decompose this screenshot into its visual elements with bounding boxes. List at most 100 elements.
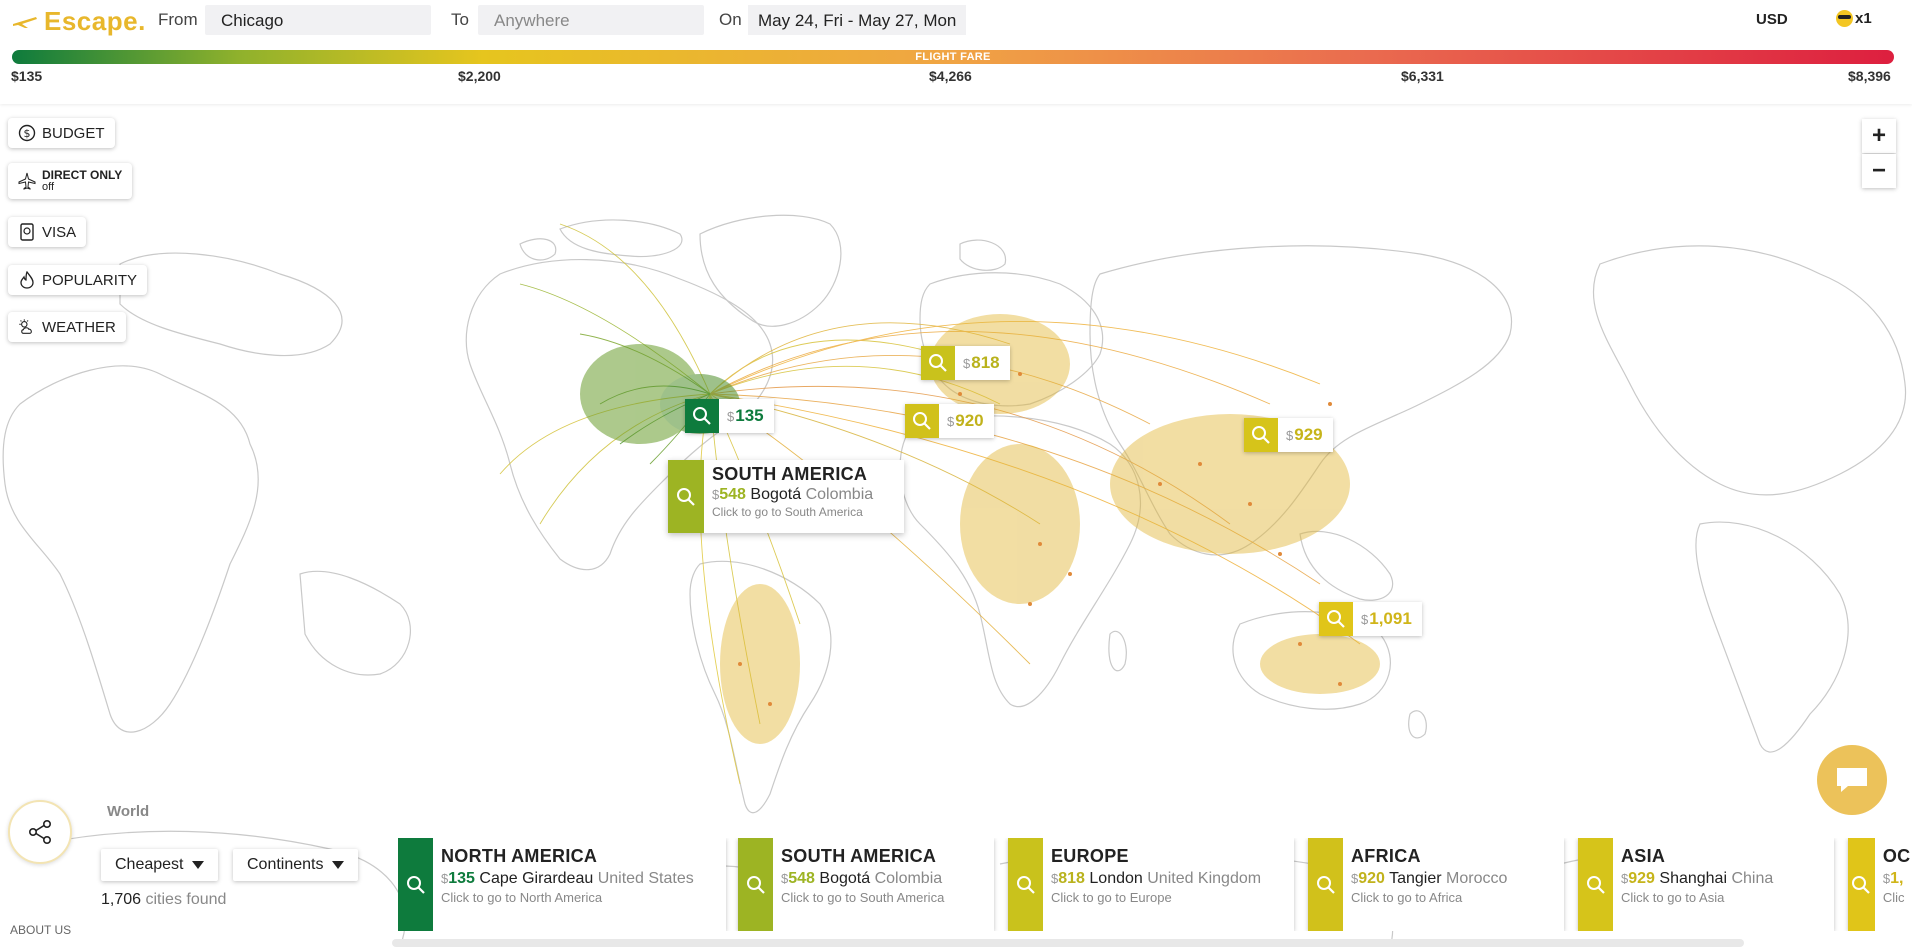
- oceania-price-marker[interactable]: $1,091: [1319, 602, 1422, 636]
- card-hint: Clic: [1882, 890, 1905, 905]
- marker-price: 1,091: [1369, 609, 1412, 628]
- marker-price: 920: [955, 411, 984, 430]
- currency-symbol: $: [727, 408, 735, 424]
- search-icon: [1308, 838, 1343, 931]
- weather-filter-label: WEATHER: [42, 318, 116, 336]
- direct-only-label: DIRECT ONLY: [42, 168, 123, 182]
- fare-scale-title: FLIGHT FARE: [915, 51, 991, 63]
- currency-selector[interactable]: USD: [1756, 11, 1788, 28]
- search-icon: [685, 399, 719, 433]
- search-icon: [921, 346, 955, 380]
- south-america-tooltip[interactable]: SOUTH AMERICA $548 Bogotá Colombia Click…: [668, 460, 904, 533]
- continent-card[interactable]: AFRICA $920 Tangier Morocco Click to go …: [1308, 838, 1564, 931]
- cards-scrollbar[interactable]: [392, 939, 1744, 947]
- marker-price: 135: [735, 406, 764, 425]
- budget-filter-button[interactable]: $ BUDGET: [8, 118, 115, 148]
- card-hint: Click to go to Europe: [1051, 890, 1172, 905]
- fare-tick: $6,331: [1401, 68, 1444, 84]
- date-range-input[interactable]: May 24, Fri - May 27, Mon: [748, 5, 967, 35]
- traveller-face-icon: [1836, 10, 1853, 27]
- card-city: Shanghai: [1659, 870, 1728, 887]
- group-dropdown[interactable]: Continents: [233, 849, 358, 881]
- card-price: 818: [1058, 870, 1085, 887]
- card-price: 920: [1358, 870, 1385, 887]
- to-input[interactable]: Anywhere: [478, 5, 704, 35]
- currency-symbol: $: [947, 413, 955, 429]
- fare-tick: $2,200: [458, 68, 501, 84]
- card-title: EUROPE: [1051, 846, 1129, 866]
- currency-symbol: $: [781, 871, 789, 886]
- tooltip-title: SOUTH AMERICA: [712, 464, 868, 484]
- zoom-out-button[interactable]: −: [1862, 154, 1896, 188]
- chat-bubble-icon: [1837, 768, 1867, 792]
- card-price: 135: [448, 870, 475, 887]
- card-city: Bogotá: [819, 870, 871, 887]
- cities-suffix: cities found: [145, 891, 227, 908]
- plane-icon: [13, 17, 37, 28]
- currency-symbol: $: [1051, 871, 1059, 886]
- weather-filter-button[interactable]: WEATHER: [8, 312, 126, 342]
- card-country: Colombia: [874, 870, 943, 887]
- continent-card[interactable]: SOUTH AMERICA $548 Bogotá Colombia Click…: [738, 838, 994, 931]
- card-hint: Click to go to North America: [441, 890, 603, 905]
- card-title: SOUTH AMERICA: [781, 846, 937, 866]
- search-icon: [1008, 838, 1043, 931]
- africa-price-marker[interactable]: $920: [905, 404, 994, 438]
- budget-filter-label: BUDGET: [42, 124, 105, 142]
- zoom-in-button[interactable]: +: [1862, 119, 1896, 153]
- group-dropdown-value: Continents: [247, 856, 324, 873]
- fare-scale-bar: FLIGHT FARE: [12, 50, 1894, 64]
- direct-only-state: off: [42, 181, 55, 193]
- top-bar: Escape. From Chicago To Anywhere On May …: [0, 0, 1912, 104]
- card-hint: Click to go to Asia: [1621, 890, 1725, 905]
- card-city: London: [1089, 870, 1143, 887]
- asia-price-marker[interactable]: $929: [1244, 418, 1333, 452]
- search-icon: [1848, 838, 1875, 931]
- fare-tick: $4,266: [929, 68, 972, 84]
- traveller-count[interactable]: x1: [1836, 10, 1872, 27]
- continent-card[interactable]: OC $1, Clic: [1848, 838, 1912, 931]
- search-icon: [398, 838, 433, 931]
- north-america-price-marker[interactable]: $135: [685, 399, 774, 433]
- continent-cards: NORTH AMERICA $135 Cape Girardeau United…: [398, 838, 1912, 931]
- search-icon: [1319, 602, 1353, 636]
- marker-price: 818: [971, 353, 1000, 372]
- popularity-filter-label: POPULARITY: [42, 271, 138, 289]
- visa-filter-label: VISA: [42, 223, 77, 241]
- to-label: To: [451, 10, 469, 29]
- airport-dots: [738, 352, 1342, 706]
- cities-count: 1,706: [101, 891, 142, 908]
- world-map[interactable]: [0, 104, 1912, 947]
- visa-filter-button[interactable]: VISA: [8, 217, 87, 247]
- card-country: United States: [597, 870, 694, 887]
- card-price: 548: [788, 870, 815, 887]
- on-label: On: [719, 10, 742, 29]
- plane-outline-icon: [18, 172, 36, 190]
- card-city: Tangier: [1389, 870, 1442, 887]
- currency-symbol: $: [1286, 427, 1294, 443]
- search-icon: [1578, 838, 1613, 931]
- about-us-link[interactable]: ABOUT US: [10, 923, 72, 937]
- card-title: ASIA: [1621, 846, 1666, 866]
- from-label: From: [158, 10, 198, 29]
- chat-button[interactable]: [1817, 745, 1887, 815]
- sort-dropdown[interactable]: Cheapest: [101, 849, 218, 881]
- card-title: OC: [1882, 846, 1911, 866]
- currency-symbol: $: [963, 355, 971, 371]
- currency-symbol: $: [1351, 871, 1359, 886]
- map-canvas: [2, 214, 1907, 947]
- search-icon: [1244, 418, 1278, 452]
- continent-card[interactable]: ASIA $929 Shanghai China Click to go to …: [1578, 838, 1834, 931]
- tooltip-hint: Click to go to South America: [712, 505, 863, 519]
- from-input[interactable]: Chicago: [205, 5, 431, 35]
- popularity-filter-button[interactable]: POPULARITY: [8, 265, 148, 295]
- continent-card[interactable]: NORTH AMERICA $135 Cape Girardeau United…: [398, 838, 726, 931]
- continent-card[interactable]: EUROPE $818 London United Kingdom Click …: [1008, 838, 1294, 931]
- europe-price-marker[interactable]: $818: [921, 346, 1010, 380]
- currency-symbol: $: [712, 487, 720, 502]
- marker-price: 929: [1294, 425, 1323, 444]
- logo[interactable]: Escape.: [12, 6, 146, 36]
- share-button[interactable]: [8, 800, 72, 864]
- direct-only-filter-button[interactable]: DIRECT ONLY off: [8, 163, 133, 199]
